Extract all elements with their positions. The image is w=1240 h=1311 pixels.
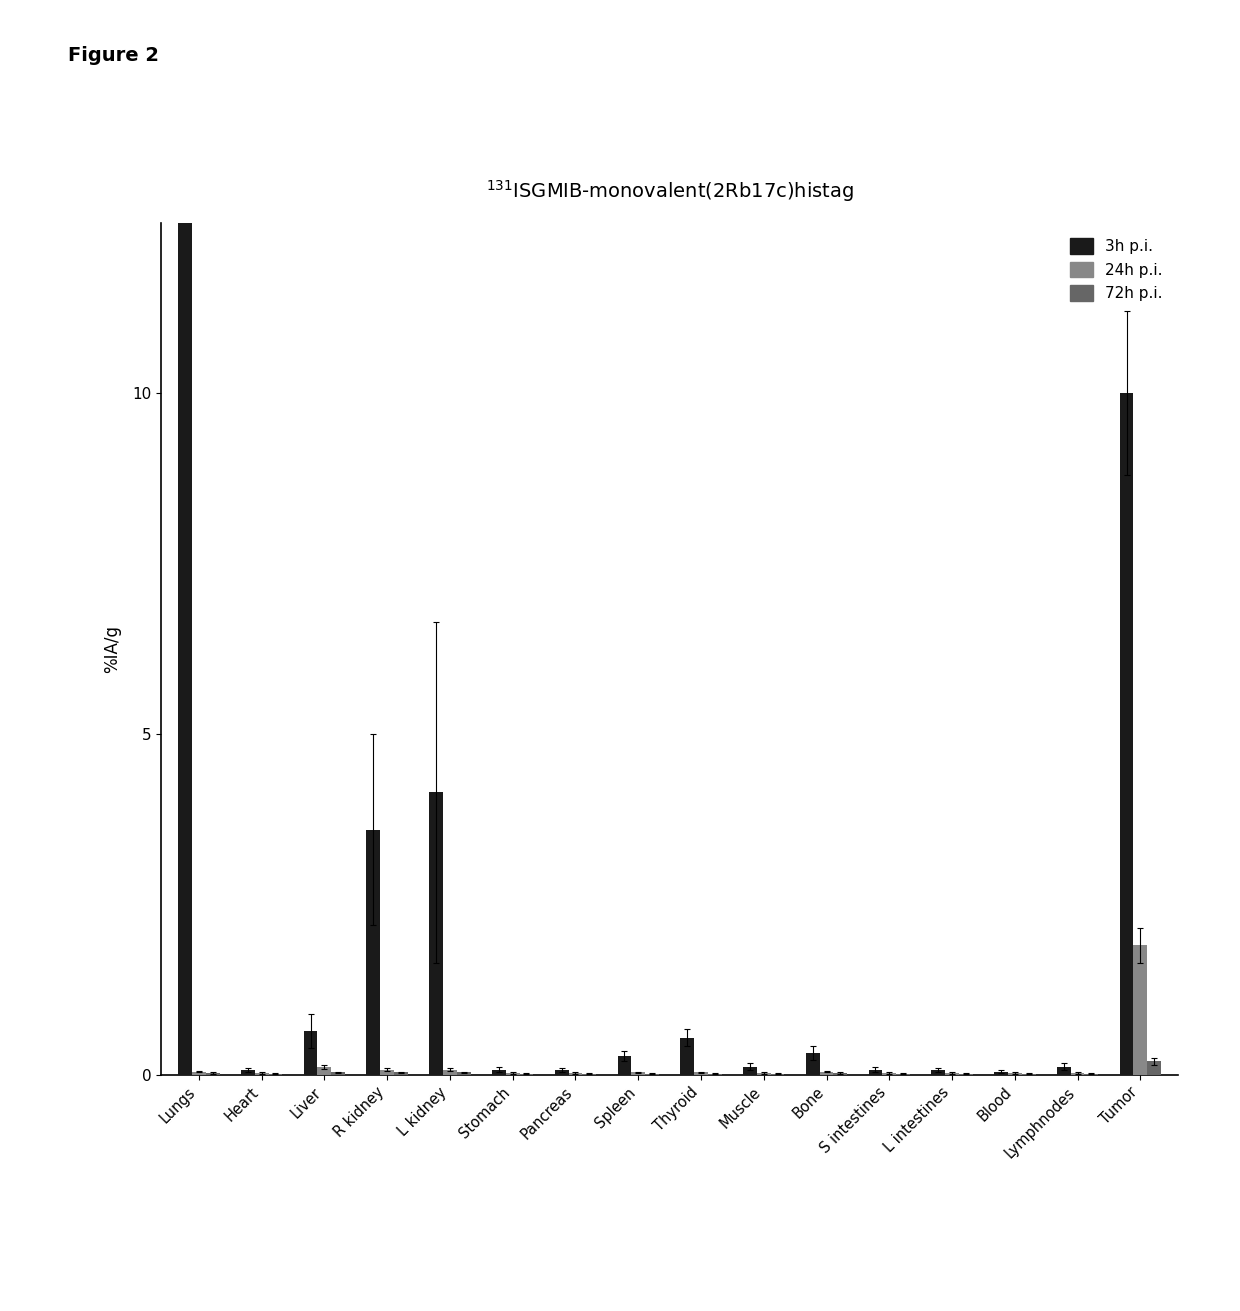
Bar	[631, 1072, 645, 1075]
Bar	[179, 0, 192, 1075]
Bar	[394, 1072, 408, 1075]
Bar	[456, 1072, 471, 1075]
Bar	[931, 1070, 945, 1075]
Bar	[331, 1072, 345, 1075]
Bar	[868, 1070, 883, 1075]
Bar	[1008, 1072, 1022, 1075]
Bar	[443, 1070, 456, 1075]
Title: $^{131}$ISGMIB-monovalent(2Rb17c)histag: $^{131}$ISGMIB-monovalent(2Rb17c)histag	[486, 178, 853, 205]
Bar	[618, 1055, 631, 1075]
Bar	[506, 1072, 520, 1075]
Bar	[743, 1067, 756, 1075]
Bar	[554, 1070, 569, 1075]
Bar	[492, 1070, 506, 1075]
Bar	[192, 1071, 206, 1075]
Bar	[883, 1072, 897, 1075]
Bar	[241, 1070, 254, 1075]
Bar	[269, 1074, 283, 1075]
Bar	[681, 1037, 694, 1075]
Bar	[1120, 393, 1133, 1075]
Bar	[1056, 1067, 1070, 1075]
Bar	[820, 1071, 833, 1075]
Bar	[833, 1072, 847, 1075]
Legend: 3h p.i., 24h p.i., 72h p.i.: 3h p.i., 24h p.i., 72h p.i.	[1063, 231, 1171, 309]
Bar	[583, 1074, 596, 1075]
Bar	[569, 1072, 583, 1075]
Bar	[520, 1074, 533, 1075]
Bar	[429, 792, 443, 1075]
Bar	[1147, 1062, 1161, 1075]
Bar	[770, 1074, 785, 1075]
Bar	[317, 1067, 331, 1075]
Bar	[959, 1074, 972, 1075]
Bar	[1022, 1074, 1035, 1075]
Bar	[206, 1072, 219, 1075]
Bar	[304, 1030, 317, 1075]
Text: Figure 2: Figure 2	[68, 46, 159, 64]
Bar	[645, 1074, 658, 1075]
Bar	[897, 1074, 910, 1075]
Bar	[945, 1072, 959, 1075]
Y-axis label: %IA/g: %IA/g	[103, 625, 122, 673]
Bar	[994, 1071, 1008, 1075]
Bar	[1070, 1072, 1085, 1075]
Bar	[708, 1074, 722, 1075]
Bar	[756, 1072, 770, 1075]
Bar	[806, 1053, 820, 1075]
Bar	[694, 1072, 708, 1075]
Bar	[1085, 1074, 1099, 1075]
Bar	[254, 1072, 269, 1075]
Bar	[367, 830, 381, 1075]
Bar	[1133, 945, 1147, 1075]
Bar	[381, 1070, 394, 1075]
